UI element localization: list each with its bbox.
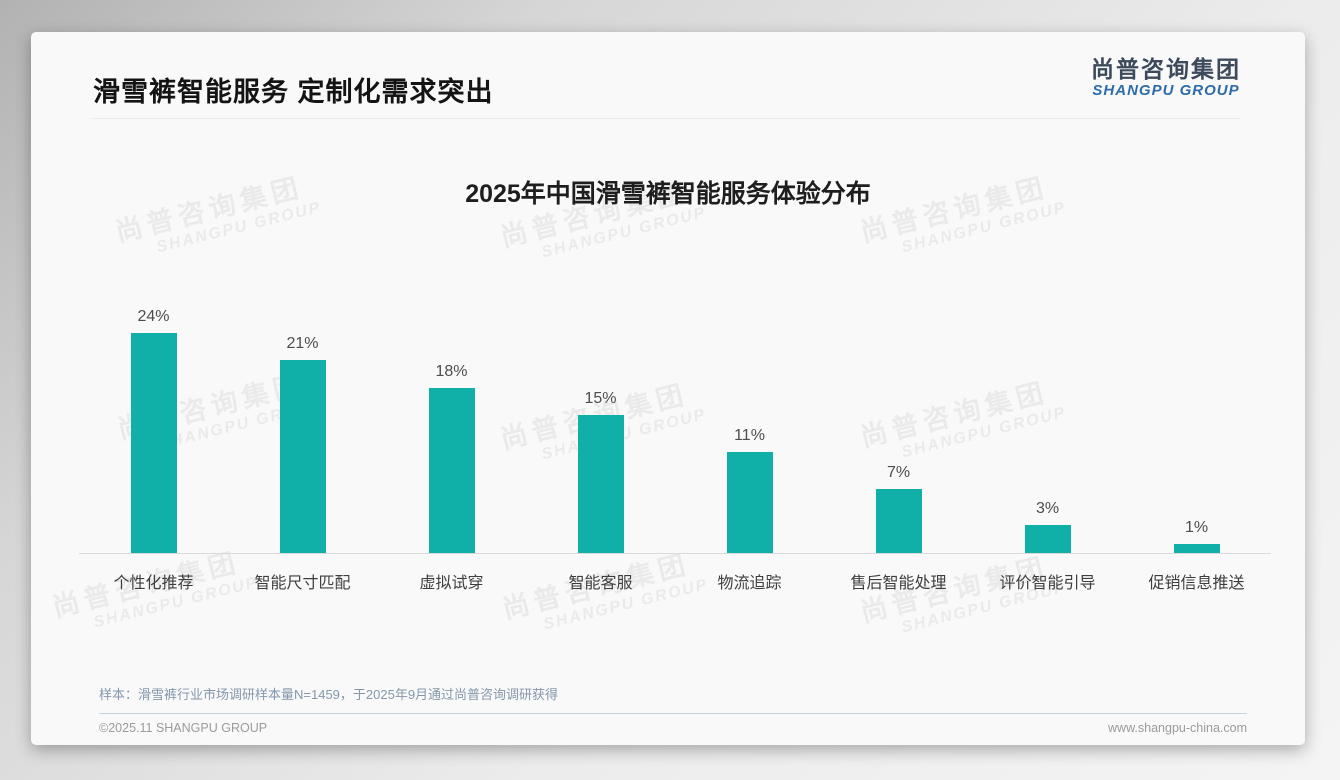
company-logo-en: SHANGPU GROUP [1092, 81, 1240, 99]
bar-group: 24% [79, 308, 228, 553]
bar [279, 360, 326, 553]
category-label: 售后智能处理 [850, 575, 947, 592]
bar-group: 1% [1122, 519, 1271, 553]
slide-footer: ©2025.11 SHANGPU GROUP www.shangpu-china… [99, 721, 1247, 735]
bar-group: 21% [228, 335, 377, 553]
slide-card: 尚普咨询集团 SHANGPU GROUP 尚普咨询集团 SHANGPU GROUP 尚普… [31, 32, 1305, 745]
category-label: 促销信息推送 [1148, 575, 1245, 592]
bar [726, 452, 773, 553]
bar [130, 333, 177, 553]
bar-value-label: 1% [1184, 519, 1209, 536]
bar-value-label: 3% [1035, 500, 1060, 517]
bar [1024, 525, 1071, 553]
company-logo: 尚普咨询集团 SHANGPU GROUP [1091, 56, 1241, 100]
copyright-text: ©2025.11 SHANGPU GROUP [99, 721, 268, 735]
slide-title: 滑雪裤智能服务 定制化需求突出 [93, 77, 494, 107]
source-note: 样本：滑雪裤行业市场调研样本量N=1459，于2025年9月通过尚普咨询调研获得 [99, 687, 559, 702]
category-axis: 个性化推荐 智能尺寸匹配 虚拟试穿 智能客服 物流追踪 售后智能处理 评价智能引导 促销信息推… [79, 569, 1271, 593]
bar-value-label: 11% [734, 427, 765, 444]
bar-group: 7% [824, 464, 973, 553]
bar-group: 15% [526, 390, 675, 553]
category-label: 虚拟试穿 [419, 575, 484, 592]
company-logo-cn: 尚普咨询集团 [1091, 56, 1241, 82]
bar-value-label: 15% [584, 390, 617, 407]
bar-group: 18% [377, 363, 526, 553]
bar-group: 3% [973, 500, 1122, 553]
category-label: 智能客服 [568, 575, 633, 592]
footer-divider [99, 713, 1247, 714]
plot-area: 24% 21% 18% 15% 11% 7% 3% 1% [79, 272, 1271, 554]
website-link[interactable]: www.shangpu-china.com [1108, 721, 1247, 735]
category-label: 智能尺寸匹配 [254, 575, 351, 592]
bar [577, 415, 624, 553]
category-label: 个性化推荐 [113, 575, 194, 592]
slide-header: 滑雪裤智能服务 定制化需求突出 尚普咨询集团 SHANGPU GROUP [91, 32, 1241, 119]
bar [428, 388, 475, 553]
bar-value-label: 18% [435, 363, 468, 380]
chart-title: 2025年中国滑雪裤智能服务体验分布 [465, 180, 871, 208]
bar-value-label: 24% [137, 308, 170, 325]
bar [875, 489, 922, 553]
category-label: 物流追踪 [717, 575, 782, 592]
category-label: 评价智能引导 [999, 575, 1096, 592]
bar-value-label: 21% [286, 335, 319, 352]
bar-value-label: 7% [886, 464, 911, 481]
bar-group: 11% [675, 427, 824, 553]
bar [1173, 544, 1220, 553]
